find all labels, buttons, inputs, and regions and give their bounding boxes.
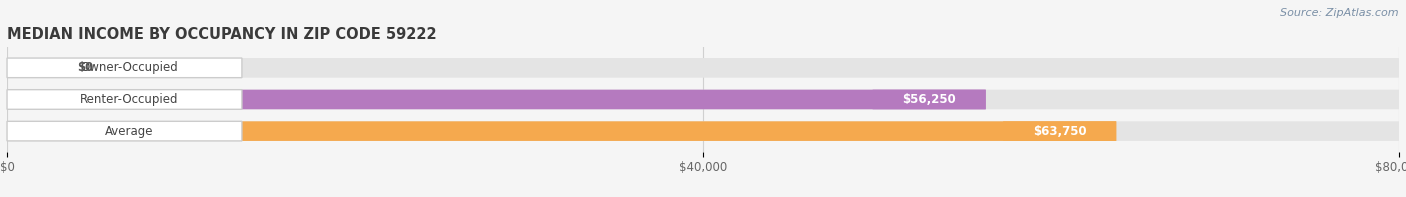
- FancyBboxPatch shape: [1002, 121, 1116, 141]
- FancyBboxPatch shape: [7, 90, 242, 109]
- FancyBboxPatch shape: [873, 90, 986, 109]
- FancyBboxPatch shape: [7, 121, 242, 141]
- Text: $63,750: $63,750: [1033, 125, 1087, 138]
- Text: MEDIAN INCOME BY OCCUPANCY IN ZIP CODE 59222: MEDIAN INCOME BY OCCUPANCY IN ZIP CODE 5…: [7, 27, 437, 42]
- Text: Source: ZipAtlas.com: Source: ZipAtlas.com: [1281, 8, 1399, 18]
- Text: Average: Average: [105, 125, 153, 138]
- FancyBboxPatch shape: [7, 58, 51, 78]
- FancyBboxPatch shape: [7, 58, 242, 78]
- FancyBboxPatch shape: [7, 121, 1116, 141]
- FancyBboxPatch shape: [7, 58, 1399, 78]
- FancyBboxPatch shape: [7, 90, 1399, 109]
- Text: $56,250: $56,250: [903, 93, 956, 106]
- Text: Owner-Occupied: Owner-Occupied: [80, 61, 179, 74]
- Text: $0: $0: [77, 61, 93, 74]
- Text: Renter-Occupied: Renter-Occupied: [80, 93, 179, 106]
- FancyBboxPatch shape: [7, 121, 1399, 141]
- FancyBboxPatch shape: [7, 90, 986, 109]
